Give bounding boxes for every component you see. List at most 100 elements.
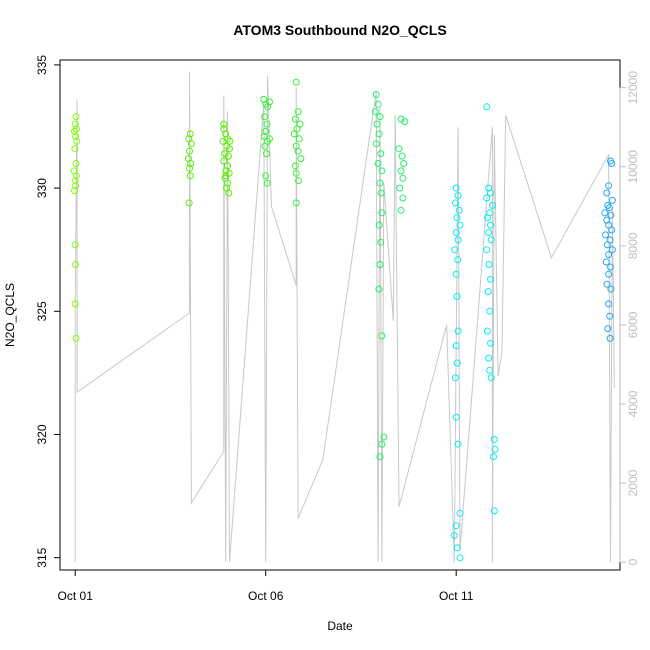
data-point (377, 189, 385, 197)
data-point (220, 120, 228, 128)
data-point (376, 261, 384, 268)
data-point (72, 132, 80, 140)
data-point (453, 293, 461, 300)
data-point (219, 137, 227, 145)
data-points (70, 78, 616, 562)
data-point (291, 115, 299, 123)
data-point (187, 140, 195, 148)
secondary-tick-label: 10000 (626, 150, 640, 184)
altitude-trace (74, 71, 615, 563)
secondary-tick-label: 2000 (626, 469, 640, 496)
data-point (297, 155, 305, 163)
data-point (487, 236, 495, 244)
data-point (606, 312, 614, 320)
data-point (187, 160, 195, 167)
data-point (294, 108, 302, 116)
data-point (452, 270, 460, 278)
data-point (72, 182, 80, 190)
data-point (72, 172, 80, 180)
data-point (484, 288, 492, 296)
y-axis-label: N2O_QCLS (3, 283, 17, 347)
x-axis: Oct 01 Oct 06 Oct 11 (58, 570, 474, 603)
data-point (608, 160, 616, 167)
secondary-y-axis: 0 2000 4000 6000 8000 10000 12000 (619, 71, 640, 565)
y-tick-label: 335 (35, 55, 49, 75)
data-point (291, 162, 299, 170)
x-tick-label: Oct 06 (248, 589, 284, 603)
data-point (603, 189, 611, 197)
y-axis: 315 320 325 330 335 (35, 55, 61, 568)
data-point (490, 507, 498, 515)
secondary-tick-label: 4000 (626, 390, 640, 417)
data-point (607, 285, 615, 293)
data-point (485, 261, 493, 268)
data-point (185, 199, 193, 207)
data-point (456, 554, 464, 562)
data-point (292, 78, 300, 86)
chart-title: ATOM3 Southbound N2O_QCLS (233, 22, 446, 38)
data-point (454, 236, 462, 244)
data-point (608, 246, 616, 254)
data-point (605, 221, 613, 229)
secondary-tick-label: 8000 (626, 232, 640, 259)
secondary-tick-label: 0 (626, 558, 640, 565)
data-point (605, 300, 613, 308)
data-point (487, 339, 494, 347)
data-point (601, 209, 609, 217)
data-point (397, 167, 405, 175)
data-point (186, 130, 194, 138)
data-point (453, 214, 461, 222)
data-point (488, 201, 496, 209)
data-point (451, 199, 459, 207)
y-tick-label: 325 (35, 301, 49, 321)
secondary-tick-label: 6000 (626, 311, 640, 338)
data-point (222, 172, 230, 180)
data-point (602, 231, 609, 239)
data-point (71, 187, 78, 195)
data-point (371, 108, 379, 116)
data-point (490, 435, 498, 443)
data-point (603, 241, 611, 249)
data-point (378, 332, 386, 340)
data-point (400, 160, 408, 167)
data-point (292, 199, 300, 207)
data-point (604, 325, 612, 333)
secondary-tick-label: 12000 (626, 71, 640, 105)
data-point (456, 509, 464, 517)
data-point (605, 251, 613, 259)
data-point (450, 532, 458, 539)
data-point (452, 522, 460, 530)
data-point (380, 433, 388, 441)
data-point (224, 152, 232, 160)
data-point (454, 440, 462, 448)
data-point (395, 145, 403, 153)
data-point (374, 100, 382, 108)
data-point (483, 103, 491, 111)
data-point (72, 113, 80, 121)
data-point (491, 445, 499, 453)
data-point (486, 307, 494, 315)
data-point (483, 327, 491, 335)
data-point (72, 334, 80, 342)
data-point (399, 194, 407, 202)
data-point (186, 172, 194, 180)
data-point (607, 211, 615, 219)
data-point (263, 150, 270, 158)
data-point (290, 130, 298, 138)
data-point (378, 440, 386, 448)
data-point (376, 453, 384, 461)
data-point (372, 140, 380, 148)
data-point (378, 209, 386, 217)
data-point (401, 118, 409, 126)
y-tick-label: 330 (35, 178, 49, 198)
data-point (399, 174, 407, 182)
data-point (454, 327, 462, 335)
data-point (487, 374, 495, 382)
data-point (605, 204, 613, 212)
x-axis-label: Date (327, 619, 353, 633)
data-point (220, 157, 228, 165)
data-point (483, 194, 491, 202)
data-point (451, 374, 459, 382)
data-point (376, 113, 384, 121)
data-point (294, 147, 302, 155)
